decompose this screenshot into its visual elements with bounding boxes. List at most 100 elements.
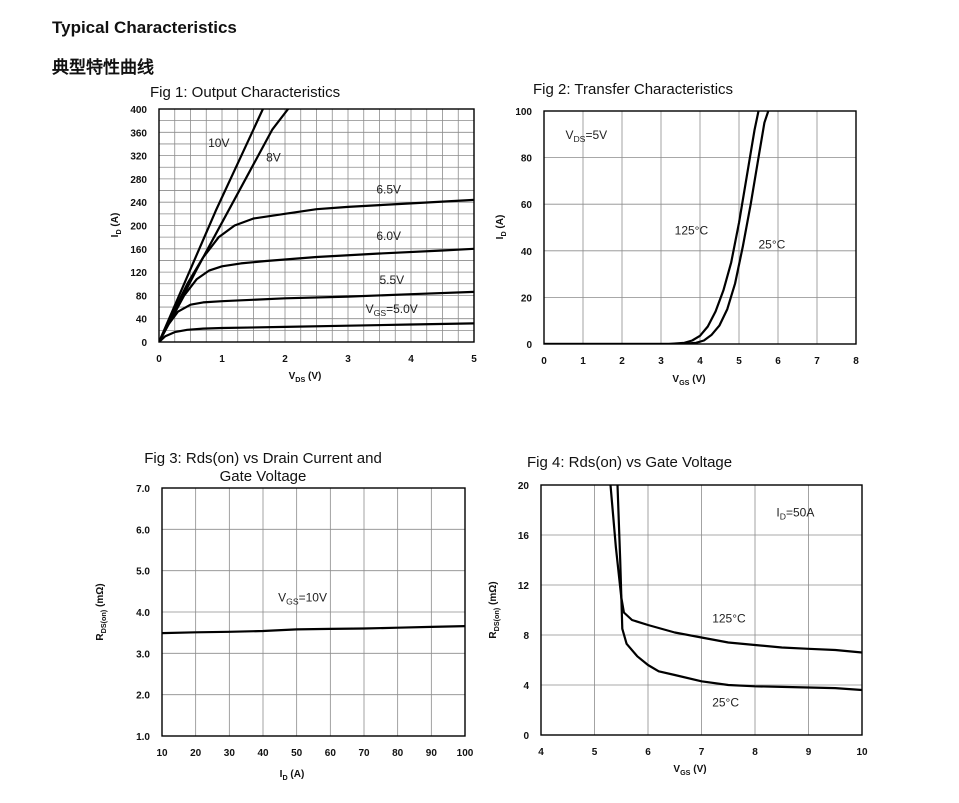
y-tick-label: 100 — [515, 107, 532, 118]
x-tick-label: 100 — [457, 748, 474, 759]
chart-title: Fig 3: Rds(on) vs Drain Current and — [144, 450, 382, 467]
x-tick-label: 40 — [257, 748, 269, 759]
fig4-gridlines — [541, 485, 862, 735]
fig1-gridlines — [159, 109, 474, 342]
chart-title: Fig 4: Rds(on) vs Gate Voltage — [527, 454, 732, 471]
series-line-5-5v — [159, 290, 474, 342]
x-tick-label: 0 — [541, 356, 547, 367]
x-tick-label: 9 — [806, 747, 812, 758]
y-tick-label: 400 — [130, 105, 147, 116]
x-axis-label: VDS (V) — [289, 371, 322, 384]
annotation-label: VGS=10V — [278, 591, 327, 607]
plot-frame — [161, 487, 466, 737]
annotation-label: 6.5V — [376, 182, 401, 196]
series-line-25-c — [616, 485, 862, 692]
annotation-label: VGS=5.0V — [366, 302, 418, 318]
y-tick-label: 3.0 — [136, 649, 150, 660]
x-tick-label: 8 — [752, 747, 758, 758]
x-tick-label: 60 — [325, 748, 337, 759]
x-tick-label: 6 — [775, 356, 781, 367]
x-tick-label: 70 — [358, 748, 370, 759]
annotation-label: 25°C — [759, 237, 786, 251]
y-tick-label: 80 — [136, 291, 148, 302]
y-tick-label: 6.0 — [136, 525, 150, 536]
x-tick-label: 80 — [392, 748, 404, 759]
y-tick-label: 0 — [523, 731, 529, 742]
x-tick-label: 3 — [658, 356, 664, 367]
y-axis-label: ID (A) — [110, 213, 123, 238]
fig3-gridlines — [162, 488, 465, 736]
annotation-label: 125°C — [675, 223, 709, 237]
y-tick-label: 320 — [130, 152, 147, 163]
annotation-label: 5.5V — [380, 273, 405, 287]
y-axis-label: RDS(on) (mΩ) — [488, 581, 501, 638]
x-tick-label: 4 — [408, 354, 414, 365]
series-line-25-c — [544, 111, 770, 344]
chart-title-line-2: Gate Voltage — [220, 468, 307, 485]
y-axis-label: RDS(on) (mΩ) — [95, 583, 108, 640]
plot-frame — [543, 110, 857, 345]
x-tick-label: 8 — [853, 356, 859, 367]
x-tick-label: 10 — [156, 748, 168, 759]
x-tick-label: 5 — [471, 354, 477, 365]
y-tick-label: 12 — [518, 581, 530, 592]
annotation-label: 6.0V — [376, 229, 401, 243]
y-tick-label: 20 — [518, 481, 530, 492]
y-tick-label: 120 — [130, 268, 147, 279]
y-tick-label: 200 — [130, 222, 147, 233]
series-line-6-0v — [159, 247, 474, 342]
y-axis-label: ID (A) — [495, 215, 508, 240]
y-tick-label: 280 — [130, 175, 147, 186]
y-tick-label: 60 — [521, 200, 533, 211]
x-tick-label: 1 — [580, 356, 586, 367]
x-tick-label: 90 — [426, 748, 438, 759]
annotation-label: VDS=5V — [565, 128, 607, 144]
plot-frame — [540, 484, 863, 736]
annotation-label: 125°C — [712, 612, 746, 626]
x-tick-label: 6 — [645, 747, 651, 758]
x-tick-label: 10 — [856, 747, 868, 758]
series-line-6-5v — [159, 198, 474, 342]
x-tick-label: 7 — [699, 747, 705, 758]
x-tick-label: 2 — [619, 356, 625, 367]
y-tick-label: 0 — [141, 338, 147, 349]
y-tick-label: 2.0 — [136, 691, 150, 702]
x-tick-label: 5 — [736, 356, 742, 367]
x-tick-label: 50 — [291, 748, 303, 759]
y-tick-label: 0 — [526, 340, 532, 351]
x-tick-label: 1 — [219, 354, 225, 365]
x-tick-label: 0 — [156, 354, 162, 365]
y-tick-label: 4.0 — [136, 608, 150, 619]
x-tick-label: 5 — [592, 747, 598, 758]
chart-title: Fig 2: Transfer Characteristics — [533, 81, 733, 98]
y-tick-label: 360 — [130, 128, 147, 139]
x-axis-label: VGS (V) — [673, 764, 706, 777]
x-axis-label: VGS (V) — [672, 374, 705, 387]
x-tick-label: 20 — [190, 748, 202, 759]
y-tick-label: 40 — [521, 247, 533, 258]
annotation-label: 25°C — [712, 695, 739, 709]
y-tick-label: 20 — [521, 293, 533, 304]
y-tick-label: 40 — [136, 315, 148, 326]
annotation-label: ID=50A — [776, 505, 814, 521]
y-tick-label: 4 — [523, 681, 529, 692]
annotation-label: 10V — [208, 136, 229, 150]
fig2-gridlines — [544, 111, 856, 344]
x-tick-label: 30 — [224, 748, 236, 759]
x-tick-label: 2 — [282, 354, 288, 365]
y-tick-label: 16 — [518, 531, 530, 542]
y-tick-label: 160 — [130, 245, 147, 256]
y-tick-label: 8 — [523, 631, 529, 642]
series-line-vgs-10v — [162, 625, 465, 635]
chart-title: Fig 1: Output Characteristics — [150, 84, 340, 101]
y-tick-label: 5.0 — [136, 567, 150, 578]
x-tick-label: 4 — [697, 356, 703, 367]
annotation-label: 8V — [266, 150, 281, 164]
x-tick-label: 3 — [345, 354, 351, 365]
x-tick-label: 7 — [814, 356, 820, 367]
series-line-vgs-5-0v — [159, 322, 474, 342]
